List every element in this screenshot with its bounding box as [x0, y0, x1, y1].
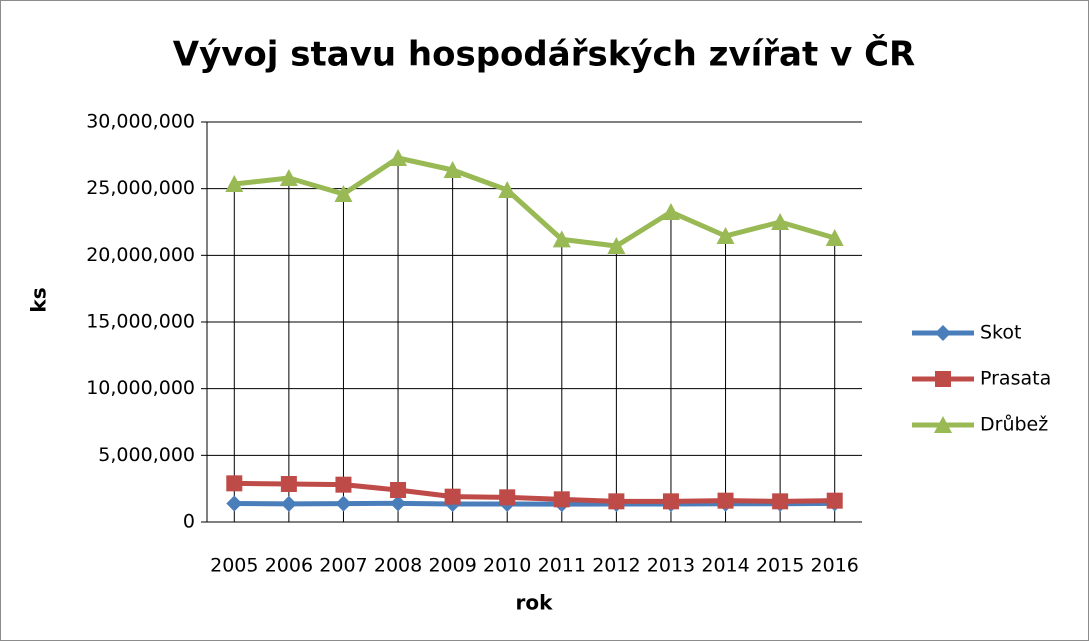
x-tick-label: 2015 [756, 555, 804, 577]
marker [334, 185, 353, 202]
marker [716, 227, 735, 244]
marker [825, 229, 844, 246]
marker [553, 491, 570, 508]
marker [279, 169, 298, 186]
marker [661, 203, 680, 220]
y-tick-label: 15,000,000 [86, 311, 195, 333]
marker [826, 492, 843, 509]
marker [444, 488, 461, 505]
marker [552, 230, 571, 248]
x-tick-label: 2016 [811, 555, 859, 577]
marker [662, 493, 679, 510]
marker [935, 325, 951, 341]
x-tick-label: 2009 [428, 555, 476, 577]
marker [390, 495, 407, 512]
x-tick-label: 2007 [319, 555, 367, 577]
marker [225, 175, 244, 192]
marker [499, 489, 516, 506]
y-tick-label: 0 [183, 511, 195, 533]
y-axis-label: ks [27, 287, 51, 312]
legend-label: Prasata [980, 368, 1051, 390]
legend-label: Skot [980, 322, 1021, 344]
x-tick-label: 2010 [483, 555, 531, 577]
marker [226, 495, 243, 512]
y-tick-label: 10,000,000 [86, 377, 195, 399]
marker [389, 149, 408, 166]
chart-title: Vývoj stavu hospodářských zvířat v ČR [173, 34, 915, 75]
y-tick-label: 5,000,000 [98, 444, 195, 466]
series-line [234, 500, 835, 507]
x-tick-label: 2011 [538, 555, 586, 577]
marker [335, 495, 352, 512]
series-line [234, 480, 835, 504]
marker [498, 181, 517, 198]
marker [226, 475, 243, 492]
marker [608, 493, 625, 510]
y-tick-label: 25,000,000 [86, 177, 195, 199]
x-axis-label: rok [516, 591, 554, 615]
x-tick-label: 2012 [592, 555, 640, 577]
x-tick-label: 2006 [265, 555, 313, 577]
marker [717, 492, 734, 509]
marker [443, 161, 462, 178]
marker [280, 476, 297, 492]
y-tick-label: 30,000,000 [86, 111, 195, 133]
x-tick-label: 2005 [210, 555, 258, 577]
marker [607, 237, 626, 254]
y-tick-label: 20,000,000 [86, 244, 195, 266]
x-tick-label: 2008 [374, 555, 422, 577]
marker [772, 493, 789, 510]
marker [771, 213, 790, 230]
series-line [234, 155, 836, 249]
marker [335, 476, 352, 493]
marker [935, 371, 951, 387]
x-tick-label: 2014 [701, 555, 749, 577]
legend-label: Drůbež [980, 414, 1048, 436]
marker [934, 416, 952, 433]
x-tick-label: 2013 [647, 555, 695, 577]
marker [390, 482, 407, 498]
marker [280, 495, 297, 512]
